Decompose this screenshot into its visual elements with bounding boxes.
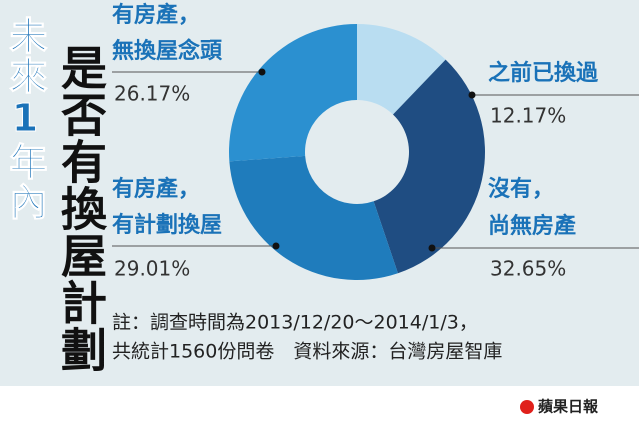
segment-label: 無換屋念頭 — [112, 38, 223, 64]
note: 共統計1560份問卷 資料來源：台灣房屋智庫 — [112, 341, 502, 363]
segment-label: 沒有， — [488, 176, 554, 202]
segment-label: 之前已換過 — [488, 60, 599, 86]
title: 未來1年內 — [3, 16, 48, 223]
segment-label: 尚無房產 — [488, 213, 576, 239]
value-label: 12.17% — [490, 104, 566, 128]
segment-label: 有計劃換屋 — [112, 212, 222, 238]
note: 註：調查時間為2013/12/20～2014/1/3， — [112, 312, 478, 334]
subtitle: 是否有換屋計劃 — [54, 44, 108, 373]
leader-dot — [258, 68, 266, 76]
leader-dot — [468, 91, 476, 99]
donut-segment — [229, 24, 357, 162]
donut-segment — [373, 59, 486, 274]
value-label: 29.01% — [114, 257, 190, 281]
logo-icon — [520, 400, 534, 414]
value-label: 26.17% — [114, 82, 190, 106]
segment-label: 有房產， — [112, 2, 200, 28]
leader-dot — [428, 244, 436, 252]
value-label: 32.65% — [490, 257, 566, 281]
donut-segment — [357, 24, 446, 115]
donut-segment — [229, 155, 398, 280]
segment-label: 有房產， — [112, 176, 200, 202]
leader-dot — [272, 242, 280, 250]
logo: 蘋果日報 — [538, 398, 599, 416]
